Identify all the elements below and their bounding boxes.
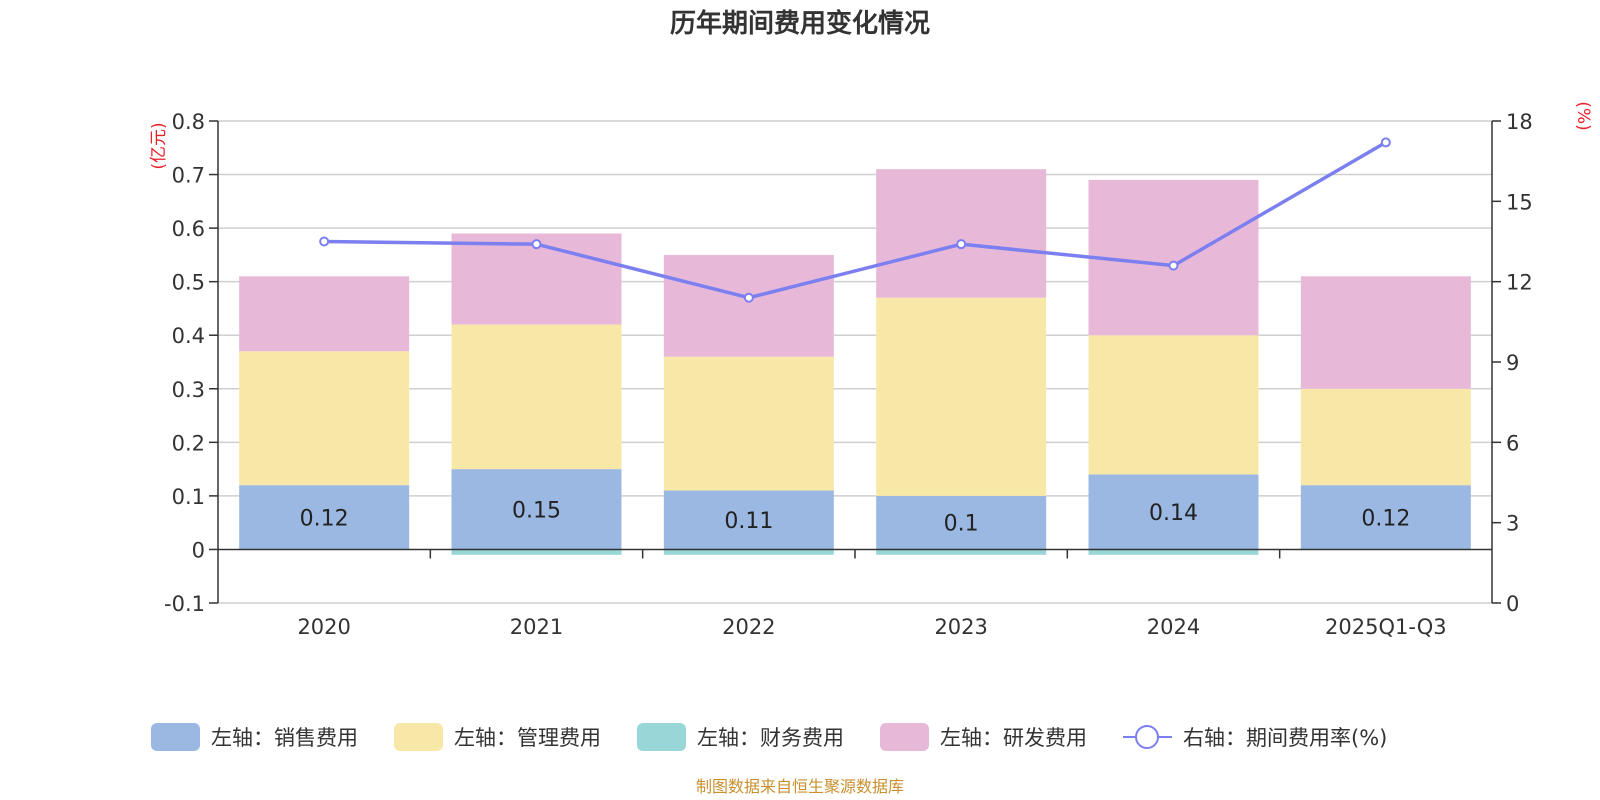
left-axis-tick-label: 0.2 [172, 431, 205, 455]
legend-item: 左轴：研发费用 [880, 723, 1087, 751]
right-axis-tick-label: 18 [1506, 110, 1533, 134]
legend-item: 左轴：财务费用 [637, 723, 844, 751]
legend-label: 左轴：财务费用 [697, 726, 844, 750]
axes: -0.1 0 0.1 0.2 0.3 0.4 0.5 0.6 0.7 0.8 0 3 6 9 12 15 18 2… [164, 110, 1533, 639]
left-axis-tick-label: -0.1 [164, 592, 205, 616]
left-axis-tick-label: 0.4 [172, 324, 205, 348]
bar-segment [1300, 485, 1471, 550]
left-axis-tick-label: 0.5 [172, 271, 205, 295]
bar-segment [239, 351, 410, 486]
bar-value-label: 0.14 [1149, 501, 1198, 526]
left-axis-tick-label: 0.3 [172, 378, 205, 402]
legend-item: 左轴：管理费用 [394, 723, 601, 751]
right-axis-unit: (%) [1573, 101, 1593, 130]
left-axis-tick-label: 0 [192, 538, 205, 562]
x-axis-tick-label: 2025Q1-Q3 [1325, 615, 1447, 639]
expense-rate-polyline [324, 140, 1387, 300]
x-axis-tick-label: 2023 [934, 615, 987, 639]
left-axis-tick-label: 0.1 [172, 485, 205, 509]
legend-swatch [151, 723, 200, 751]
bar-value-label: 0.15 [512, 498, 561, 523]
legend-item: 右轴：期间费用率(%) [1123, 725, 1387, 750]
bar-segment [876, 169, 1047, 298]
left-axis-tick-label: 0.8 [172, 110, 205, 134]
bar-segment [1088, 335, 1259, 475]
chart-title: 历年期间费用变化情况 [670, 8, 930, 39]
bar-segment [451, 469, 622, 550]
x-axis-tick-label: 2020 [297, 615, 350, 639]
bar-segment [451, 549, 622, 555]
bar-segment [1300, 388, 1471, 486]
legend-swatch [880, 723, 929, 751]
expense-rate-line [319, 137, 1391, 303]
expense-rate-point [1168, 260, 1179, 271]
bars [239, 169, 1471, 555]
x-axis-tick-label: 2022 [722, 615, 775, 639]
bar-segment [663, 490, 834, 550]
expense-rate-point [531, 239, 542, 250]
right-axis-tick-label: 9 [1506, 351, 1519, 375]
bar-segment [1300, 276, 1471, 389]
bar-segment [1088, 549, 1259, 555]
legend-label: 左轴：研发费用 [940, 726, 1087, 750]
bar-value-label: 0.12 [1361, 506, 1410, 531]
left-axis-tick-label: 0.7 [172, 164, 205, 188]
left-axis-unit: (亿元) [149, 122, 169, 169]
expense-rate-point [743, 292, 754, 303]
legend-item: 左轴：销售费用 [151, 723, 358, 751]
bar-segment [663, 549, 834, 555]
bar-segment [1088, 474, 1259, 550]
bar-data-labels: 0.12 0.15 0.11 0.1 0.14 0.12 [300, 498, 1411, 536]
bar-segment [876, 495, 1047, 550]
gridlines [218, 120, 1492, 604]
bar-segment [239, 276, 410, 352]
legend-swatch [637, 723, 686, 751]
bar-value-label: 0.1 [944, 512, 979, 537]
expense-rate-point [1380, 137, 1391, 148]
legend-label: 左轴：销售费用 [211, 726, 358, 750]
x-axis-tick-label: 2024 [1147, 615, 1200, 639]
bar-segment [239, 485, 410, 550]
bar-value-label: 0.11 [724, 509, 773, 534]
x-axis-tick-label: 2021 [510, 615, 563, 639]
expense-rate-point [956, 239, 967, 250]
bar-value-label: 0.12 [300, 506, 349, 531]
legend-label: 左轴：管理费用 [454, 726, 601, 750]
legend-marker [1135, 725, 1159, 749]
left-axis-tick-label: 0.6 [172, 217, 205, 241]
bar-segment [451, 324, 622, 470]
bar-segment [663, 356, 834, 491]
expense-rate-point [319, 236, 330, 247]
bar-segment [663, 254, 834, 357]
legend: 左轴：销售费用 左轴：管理费用 左轴：财务费用 左轴：研发费用 右轴：期间费用率(%) [151, 723, 1387, 751]
bar-segment [876, 297, 1047, 496]
right-axis-tick-label: 12 [1506, 271, 1533, 295]
bar-segment [1088, 179, 1259, 336]
legend-swatch [394, 723, 443, 751]
right-axis-tick-label: 15 [1506, 190, 1533, 214]
right-axis-tick-label: 6 [1506, 431, 1519, 455]
right-axis-tick-label: 3 [1506, 512, 1519, 536]
legend-label: 右轴：期间费用率(%) [1183, 726, 1387, 750]
bar-segment [876, 549, 1047, 555]
source-note: 制图数据来自恒生聚源数据库 [696, 777, 904, 796]
right-axis-tick-label: 0 [1506, 592, 1519, 616]
